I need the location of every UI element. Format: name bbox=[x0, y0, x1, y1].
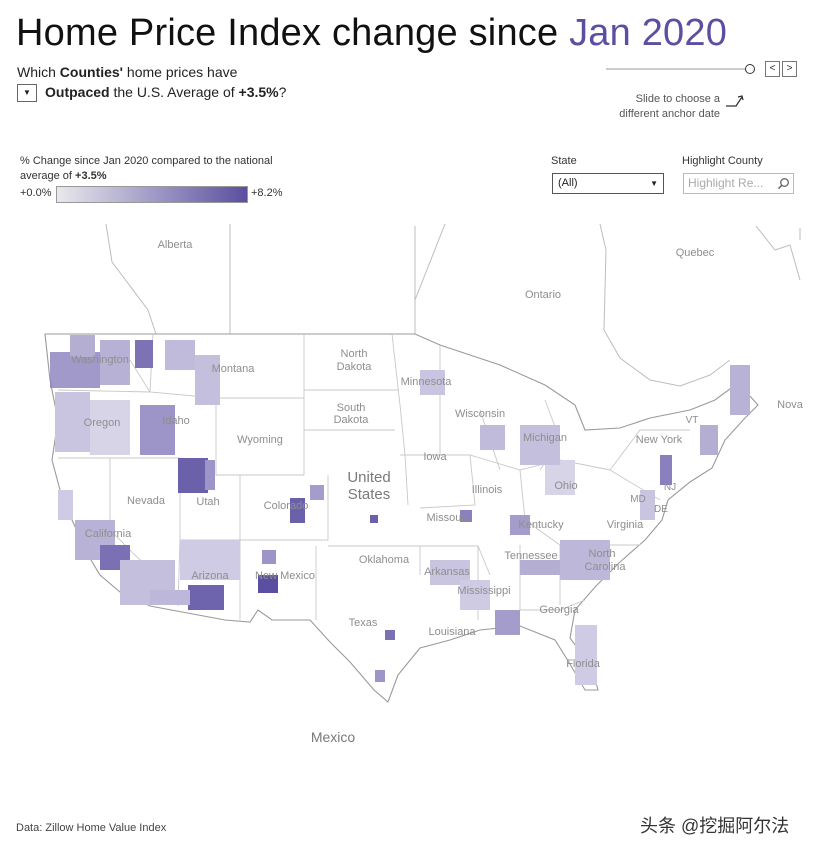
map-label-quebec: Quebec bbox=[676, 247, 715, 259]
county-shading bbox=[50, 335, 750, 685]
subtitle-text: home prices have bbox=[123, 64, 238, 80]
map-label-montana: Montana bbox=[212, 363, 256, 375]
curved-arrow-icon bbox=[726, 95, 744, 107]
map-label-minnesota: Minnesota bbox=[401, 376, 453, 388]
map-label-nj: NJ bbox=[664, 482, 676, 493]
map-label-arizona: Arizona bbox=[191, 570, 229, 582]
map-label-kentucky: Kentucky bbox=[518, 519, 564, 531]
map-label-md: MD bbox=[630, 494, 646, 505]
legend-title-text: % Change since Jan 2020 compared to the … bbox=[20, 155, 273, 182]
highlight-county-label: Highlight County bbox=[682, 155, 763, 167]
map-label-wisconsin: Wisconsin bbox=[455, 408, 505, 420]
page-title: Home Price Index change since Jan 2020 bbox=[16, 12, 727, 55]
map-labels: Alberta Quebec Ontario Nova Washington M… bbox=[71, 239, 804, 745]
subtitle-bold: Counties' bbox=[59, 64, 124, 80]
subtitle-text: Which bbox=[17, 64, 60, 80]
legend-title-average: +3.5% bbox=[75, 170, 107, 182]
map-label-new-mexico: New Mexico bbox=[255, 570, 315, 582]
map-label-georgia: Georgia bbox=[539, 604, 579, 616]
map-label-ontario: Ontario bbox=[525, 289, 561, 301]
map-label-california: California bbox=[85, 528, 132, 540]
map-label-south-dakota-2: Dakota bbox=[334, 414, 370, 426]
map-label-texas: Texas bbox=[349, 617, 378, 629]
subtitle-text: ? bbox=[278, 84, 287, 100]
subtitle-line-1: Which Counties' home prices have bbox=[17, 62, 286, 82]
highlight-county-placeholder: Highlight Re... bbox=[688, 176, 764, 190]
map-label-new-york: New York bbox=[636, 434, 683, 446]
state-filter-select[interactable]: (All) ▼ bbox=[552, 173, 664, 194]
legend-min-label: +0.0% bbox=[20, 187, 52, 199]
map-label-louisiana: Louisiana bbox=[428, 626, 476, 638]
map-label-de: DE bbox=[654, 504, 668, 515]
slider-track[interactable] bbox=[606, 68, 749, 70]
map-label-mississippi: Mississippi bbox=[457, 585, 510, 597]
map-label-virginia: Virginia bbox=[607, 519, 644, 531]
map-label-south-dakota-1: South bbox=[337, 402, 366, 414]
national-average-value: +3.5% bbox=[238, 84, 279, 100]
map-label-ohio: Ohio bbox=[554, 480, 577, 492]
comparison-dropdown-value[interactable]: Outpaced bbox=[45, 84, 110, 100]
legend-max-label: +8.2% bbox=[251, 187, 283, 199]
anchor-date-slider[interactable] bbox=[606, 62, 756, 76]
map-label-idaho: Idaho bbox=[162, 415, 190, 427]
highlight-county-input[interactable]: Highlight Re... bbox=[683, 173, 794, 194]
data-source: Data: Zillow Home Value Index bbox=[16, 822, 167, 834]
map-label-tennessee: Tennessee bbox=[504, 550, 557, 562]
slider-hint: Slide to choose a different anchor date bbox=[619, 93, 720, 120]
subtitle-text: the U.S. Average of bbox=[109, 84, 239, 100]
map-label-north-carolina-2: Carolina bbox=[585, 561, 627, 573]
subtitle: Which Counties' home prices have ▼ Outpac… bbox=[17, 62, 287, 103]
watermark: 头条 @挖掘阿尔法 bbox=[640, 816, 790, 836]
map-label-missouri: Missouri bbox=[427, 512, 468, 524]
map-label-vt: VT bbox=[686, 415, 699, 426]
map-label-north-dakota-1: North bbox=[341, 348, 368, 360]
slider-knob[interactable] bbox=[745, 64, 755, 74]
map-label-florida: Florida bbox=[566, 658, 601, 670]
title-prefix: Home Price Index change since bbox=[16, 12, 570, 54]
map-label-washington: Washington bbox=[71, 354, 129, 366]
legend-color-ramp bbox=[56, 186, 248, 203]
map-label-north-carolina-1: North bbox=[589, 548, 616, 560]
map-label-colorado: Colorado bbox=[264, 500, 309, 512]
map-label-oklahoma: Oklahoma bbox=[359, 554, 410, 566]
map-label-nevada: Nevada bbox=[127, 495, 166, 507]
canada-borders bbox=[105, 223, 801, 387]
state-filter-value: (All) bbox=[558, 177, 578, 189]
map-label-illinois: Illinois bbox=[472, 484, 503, 496]
subtitle-line-2: ▼ Outpaced the U.S. Average of +3.5%? bbox=[17, 82, 287, 103]
map-label-alberta: Alberta bbox=[158, 239, 194, 251]
map-label-utah: Utah bbox=[196, 496, 219, 508]
map-label-mexico: Mexico bbox=[311, 729, 356, 745]
slider-next-button[interactable]: > bbox=[782, 61, 797, 77]
comparison-dropdown-button[interactable]: ▼ bbox=[17, 84, 37, 103]
chevron-down-icon: ▼ bbox=[650, 179, 658, 188]
map-label-states: States bbox=[348, 486, 391, 503]
map-label-wyoming: Wyoming bbox=[237, 434, 283, 446]
search-icon bbox=[777, 178, 789, 190]
state-filter-label: State bbox=[551, 155, 577, 167]
county-map[interactable]: Alberta Quebec Ontario Nova Washington M… bbox=[0, 222, 830, 812]
map-label-arkansas: Arkansas bbox=[424, 566, 470, 578]
map-label-north-dakota-2: Dakota bbox=[337, 361, 373, 373]
legend-title: % Change since Jan 2020 compared to the … bbox=[20, 154, 300, 184]
map-label-oregon: Oregon bbox=[84, 417, 121, 429]
map-label-michigan: Michigan bbox=[523, 432, 567, 444]
map-label-united: United bbox=[347, 469, 390, 486]
title-anchor-date: Jan 2020 bbox=[569, 12, 728, 54]
map-label-iowa: Iowa bbox=[423, 451, 447, 463]
slider-prev-button[interactable]: < bbox=[765, 61, 780, 77]
map-label-nova: Nova bbox=[777, 399, 804, 411]
